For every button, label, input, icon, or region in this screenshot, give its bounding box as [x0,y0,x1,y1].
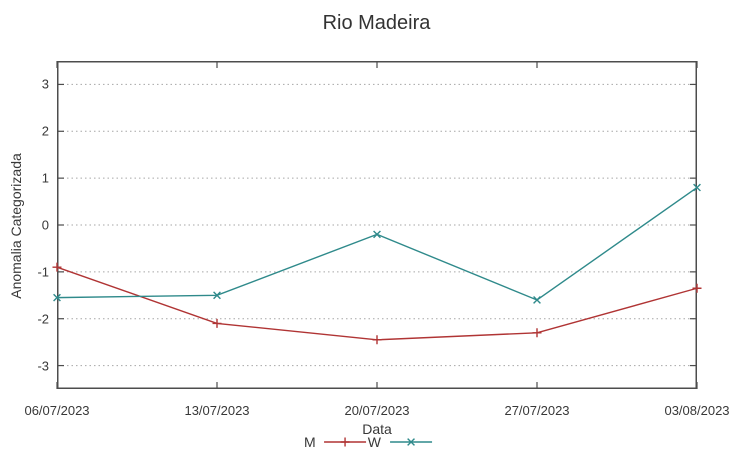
x-tick-label: 13/07/2023 [184,403,250,418]
y-tick-label: 2 [41,123,49,139]
x-tick-label: 20/07/2023 [344,403,410,418]
legend-label-m: M [304,434,316,450]
y-tick-label: -3 [37,358,49,374]
x-tick-label: 06/07/2023 [24,403,90,418]
y-axis-label: Anomalia Categorizada [8,153,24,299]
y-tick-label: 1 [41,170,49,186]
legend-label-w: W [367,434,381,450]
legend-line-sample-m [323,437,366,447]
y-tick-label: 0 [41,217,49,233]
x-axis-label: Data [362,421,392,437]
y-tick-label: -1 [37,264,49,280]
plot-area [52,61,702,389]
y-tick-label: -2 [37,311,49,327]
x-tick-label: 03/08/2023 [664,403,730,418]
y-tick-label: 3 [41,76,49,92]
x-tick-label: 27/07/2023 [504,403,570,418]
chart-title: Rio Madeira [322,12,431,34]
legend-line-sample-w [389,438,432,446]
legend: M W [304,434,432,450]
